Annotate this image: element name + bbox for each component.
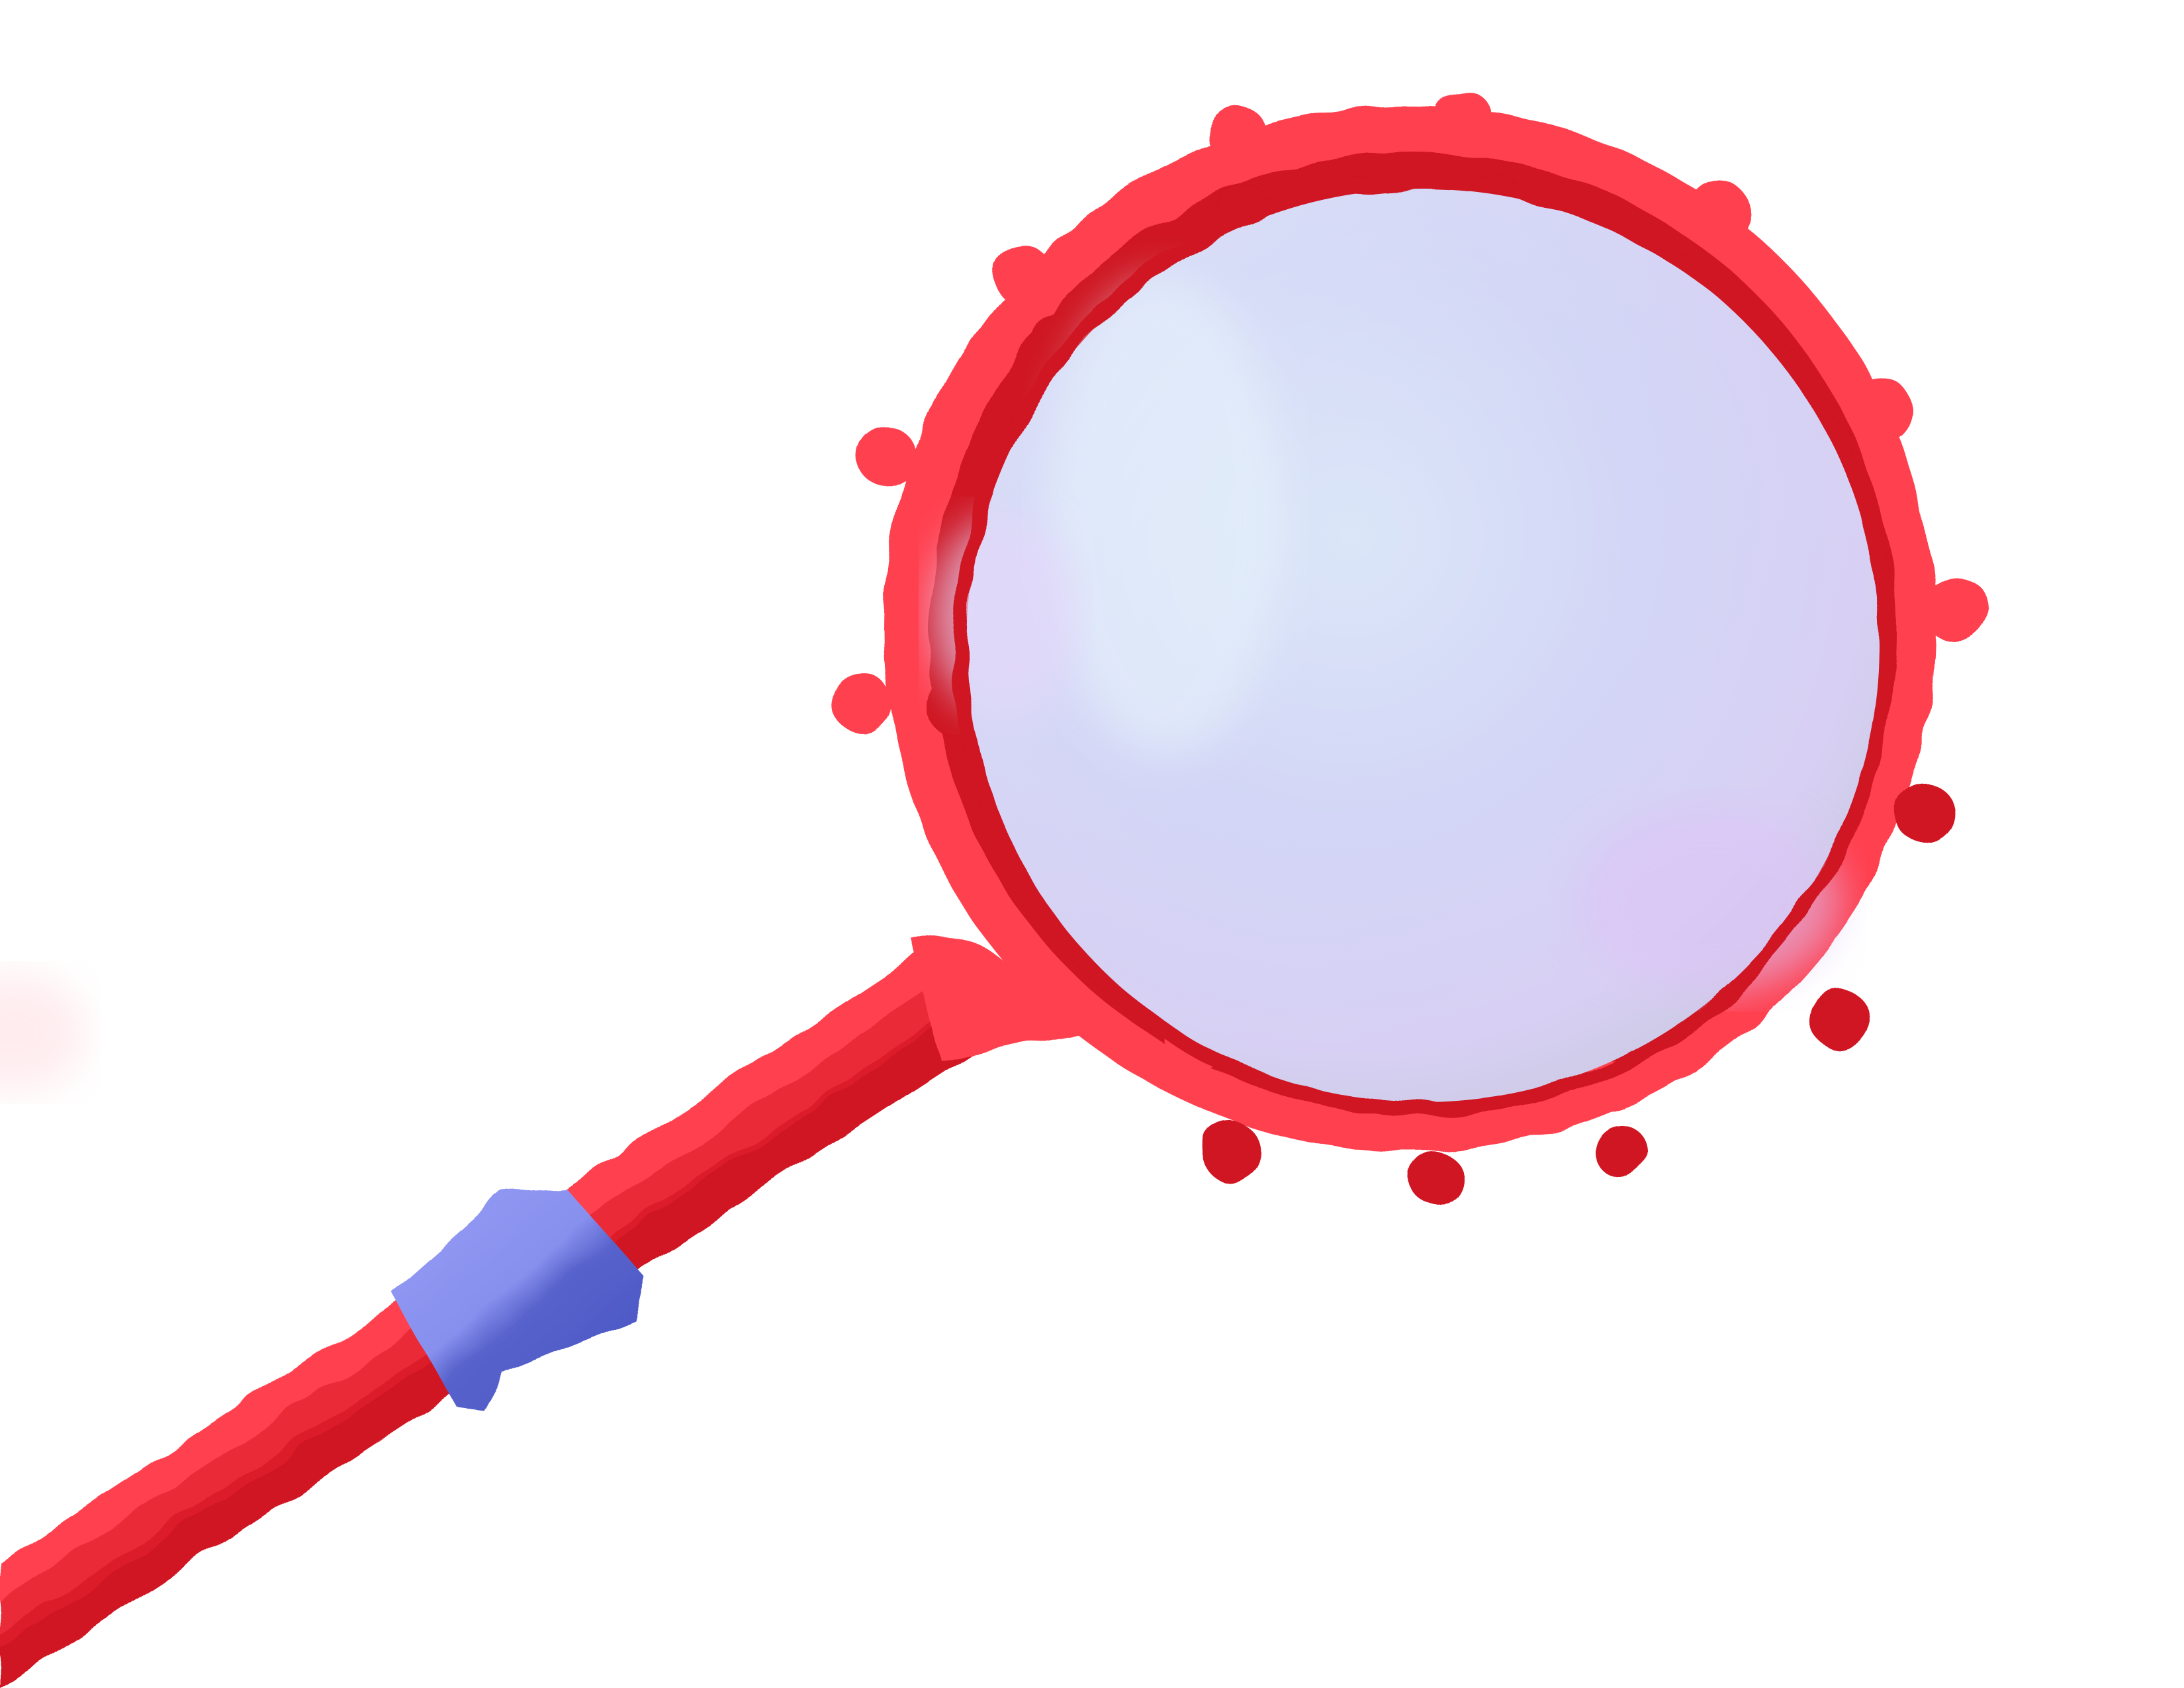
frame-neck xyxy=(913,935,1085,1059)
lens-highlight xyxy=(1046,278,1284,755)
left-edge-smudge xyxy=(0,973,86,1092)
lens xyxy=(933,189,1880,1102)
lens-inner-edge xyxy=(952,175,1893,1116)
handle-band-shape xyxy=(390,1188,645,1410)
handle-band xyxy=(390,1188,645,1410)
lens-violet-patch xyxy=(1575,808,1840,993)
